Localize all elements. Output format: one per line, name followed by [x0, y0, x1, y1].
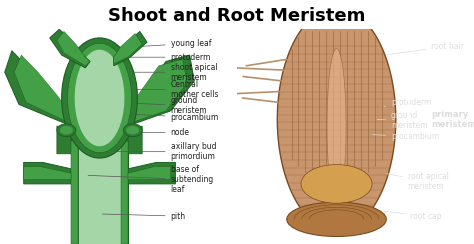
Text: axillary bud
primordium: axillary bud primordium [93, 142, 216, 161]
Polygon shape [114, 31, 147, 66]
Text: shoot apical
meristem: shoot apical meristem [121, 62, 217, 82]
Text: pith: pith [102, 212, 186, 221]
Ellipse shape [301, 164, 372, 203]
Text: root cap: root cap [382, 211, 442, 221]
Polygon shape [14, 55, 71, 124]
Polygon shape [75, 50, 124, 146]
Text: node: node [93, 128, 190, 137]
Ellipse shape [57, 124, 76, 137]
Ellipse shape [327, 49, 346, 203]
Ellipse shape [126, 126, 139, 134]
Text: procambium: procambium [107, 113, 219, 122]
Text: Shoot and Root Meristem: Shoot and Root Meristem [109, 7, 365, 25]
Polygon shape [5, 51, 71, 126]
Ellipse shape [287, 202, 386, 236]
Text: ground
meristem: ground meristem [377, 111, 428, 130]
Text: protoderm: protoderm [126, 53, 211, 62]
Polygon shape [50, 29, 90, 68]
Text: base of
subtending
leaf: base of subtending leaf [88, 165, 214, 194]
Polygon shape [62, 38, 137, 158]
Text: procambium: procambium [373, 132, 439, 141]
Polygon shape [121, 141, 128, 244]
Ellipse shape [123, 124, 142, 137]
Polygon shape [68, 43, 131, 153]
Polygon shape [277, 8, 396, 231]
Polygon shape [57, 126, 71, 154]
Polygon shape [71, 137, 128, 244]
Polygon shape [128, 126, 142, 154]
Polygon shape [128, 163, 175, 184]
Polygon shape [71, 141, 78, 244]
Polygon shape [128, 59, 187, 124]
Polygon shape [78, 141, 121, 244]
Text: protoderm: protoderm [384, 98, 431, 107]
Polygon shape [57, 31, 90, 66]
Text: primary
meristem: primary meristem [431, 110, 474, 129]
Polygon shape [128, 167, 171, 180]
Polygon shape [24, 163, 71, 184]
Text: root apical
meristem: root apical meristem [387, 172, 448, 192]
Polygon shape [114, 34, 142, 64]
Text: ground
meristem: ground meristem [107, 96, 207, 115]
Text: young leaf: young leaf [126, 39, 211, 48]
Polygon shape [128, 55, 194, 126]
Text: root hair: root hair [387, 42, 465, 55]
Polygon shape [24, 167, 71, 180]
Text: Central
mother cells: Central mother cells [112, 80, 218, 99]
Ellipse shape [60, 126, 73, 134]
